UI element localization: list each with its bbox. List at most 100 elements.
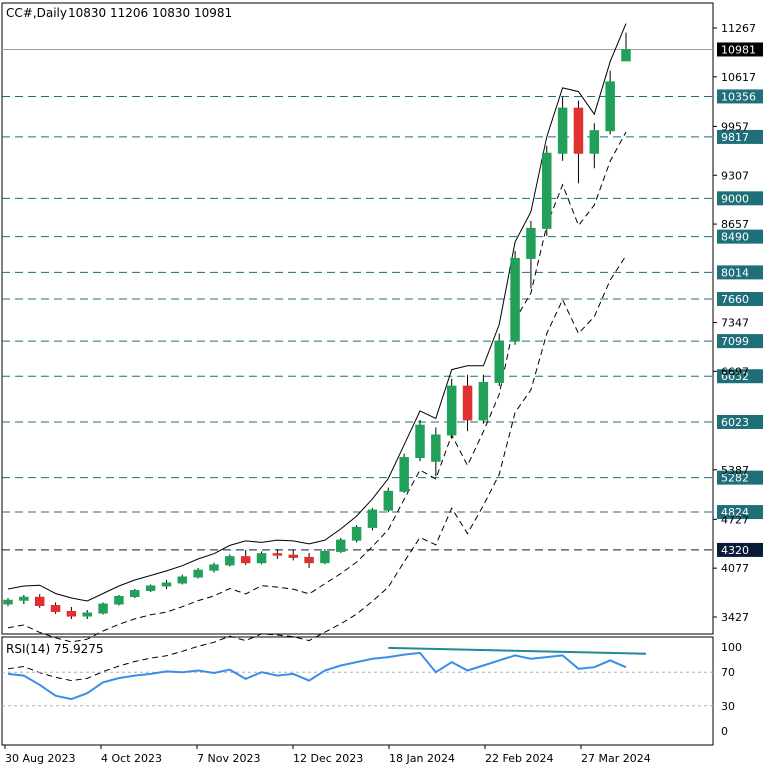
level-price-tag	[717, 42, 763, 57]
price-tick-label: 9957	[721, 120, 749, 133]
candle-body	[82, 612, 92, 617]
candle	[351, 525, 362, 543]
rsi-tick-label: 70	[721, 666, 735, 679]
level-price-label: 5282	[721, 472, 749, 485]
candle-body	[50, 605, 61, 613]
candle	[605, 70, 615, 135]
level-price-label: 10981	[721, 43, 756, 56]
candle-body	[3, 599, 13, 605]
candle	[288, 549, 298, 561]
candle-body	[272, 553, 283, 556]
candle	[510, 250, 520, 345]
price-tick-label: 10617	[721, 71, 756, 84]
candle	[431, 427, 441, 477]
ohlc-label: 10830 11206 10830 10981	[68, 6, 232, 20]
level-price-label: 6632	[721, 370, 749, 383]
candle-body	[225, 556, 235, 566]
price-tick-label: 6697	[721, 365, 749, 378]
candle-body	[19, 596, 29, 601]
candle-body	[193, 569, 203, 578]
level-price-label: 9817	[721, 131, 749, 144]
candle	[526, 220, 536, 289]
candle-body	[177, 576, 188, 584]
candle	[462, 374, 473, 432]
candle-body	[320, 550, 330, 564]
price-tick-label: 11267	[721, 22, 756, 35]
x-tick-label: 30 Aug 2023	[5, 752, 75, 765]
chart-frame	[1, 2, 714, 746]
candle	[240, 549, 251, 565]
candle-body	[621, 48, 631, 62]
candle	[177, 574, 188, 585]
lower-band	[7, 255, 627, 682]
candle	[399, 453, 409, 493]
candle	[272, 549, 283, 559]
level-price-tag	[717, 505, 763, 520]
level-price-tag	[717, 229, 763, 244]
candle-body	[589, 130, 600, 154]
candle	[193, 567, 203, 579]
candle	[161, 579, 172, 589]
level-price-tag	[717, 191, 763, 206]
candle	[589, 123, 600, 169]
candle-body	[367, 509, 378, 528]
price-tick-label: 4727	[721, 513, 749, 526]
candle	[114, 594, 124, 606]
candle	[367, 507, 378, 531]
candle-body	[240, 556, 251, 564]
x-tick-label: 7 Nov 2023	[197, 752, 260, 765]
candle	[415, 419, 425, 462]
candle	[3, 597, 13, 607]
candle	[225, 554, 235, 567]
price-tick-label: 4077	[721, 562, 749, 575]
candle-body	[34, 596, 45, 607]
candle	[494, 333, 504, 387]
candle-body	[256, 553, 267, 564]
level-price-label: 6023	[721, 416, 749, 429]
level-price-label: 8490	[721, 231, 749, 244]
middle-band	[7, 131, 627, 643]
price-tick-label: 9307	[721, 169, 749, 182]
candle	[557, 96, 568, 161]
x-tick-label: 4 Oct 2023	[101, 752, 162, 765]
candle-body	[209, 564, 219, 571]
level-price-label: 7660	[721, 293, 749, 306]
level-price-tag	[717, 89, 763, 104]
rsi-divergence-line	[388, 646, 647, 655]
price-tick-label: 5387	[721, 464, 749, 477]
candle	[209, 562, 219, 573]
candle	[50, 602, 61, 614]
candle	[256, 551, 267, 565]
candle-body	[446, 385, 457, 436]
x-tick-label: 18 Jan 2024	[389, 752, 455, 765]
rsi-label: RSI(14) 75.9275	[6, 642, 104, 656]
candle	[573, 100, 584, 184]
candle-body	[526, 227, 536, 259]
candle-body	[383, 490, 394, 511]
candle	[336, 537, 346, 553]
level-price-tag	[717, 414, 763, 429]
level-price-tag	[717, 470, 763, 485]
candle-body	[494, 340, 504, 383]
candle-body	[478, 381, 489, 421]
level-price-label: 7099	[721, 335, 749, 348]
level-price-tag	[717, 334, 763, 349]
candle	[145, 584, 156, 592]
candle	[542, 145, 552, 236]
x-tick-label: 12 Dec 2023	[293, 752, 363, 765]
candle-body	[605, 81, 615, 132]
level-price-tag	[717, 129, 763, 144]
candle-body	[114, 595, 124, 605]
level-price-tag	[717, 369, 763, 384]
candle	[304, 552, 314, 568]
level-price-label: 8014	[721, 266, 749, 279]
price-tick-label: 3427	[721, 611, 749, 624]
candles	[3, 32, 631, 620]
price-tick-label: 8657	[721, 218, 749, 231]
candle	[66, 607, 77, 620]
candle-body	[98, 603, 108, 614]
candle-body	[336, 539, 346, 552]
price-panel-border	[1, 2, 714, 635]
